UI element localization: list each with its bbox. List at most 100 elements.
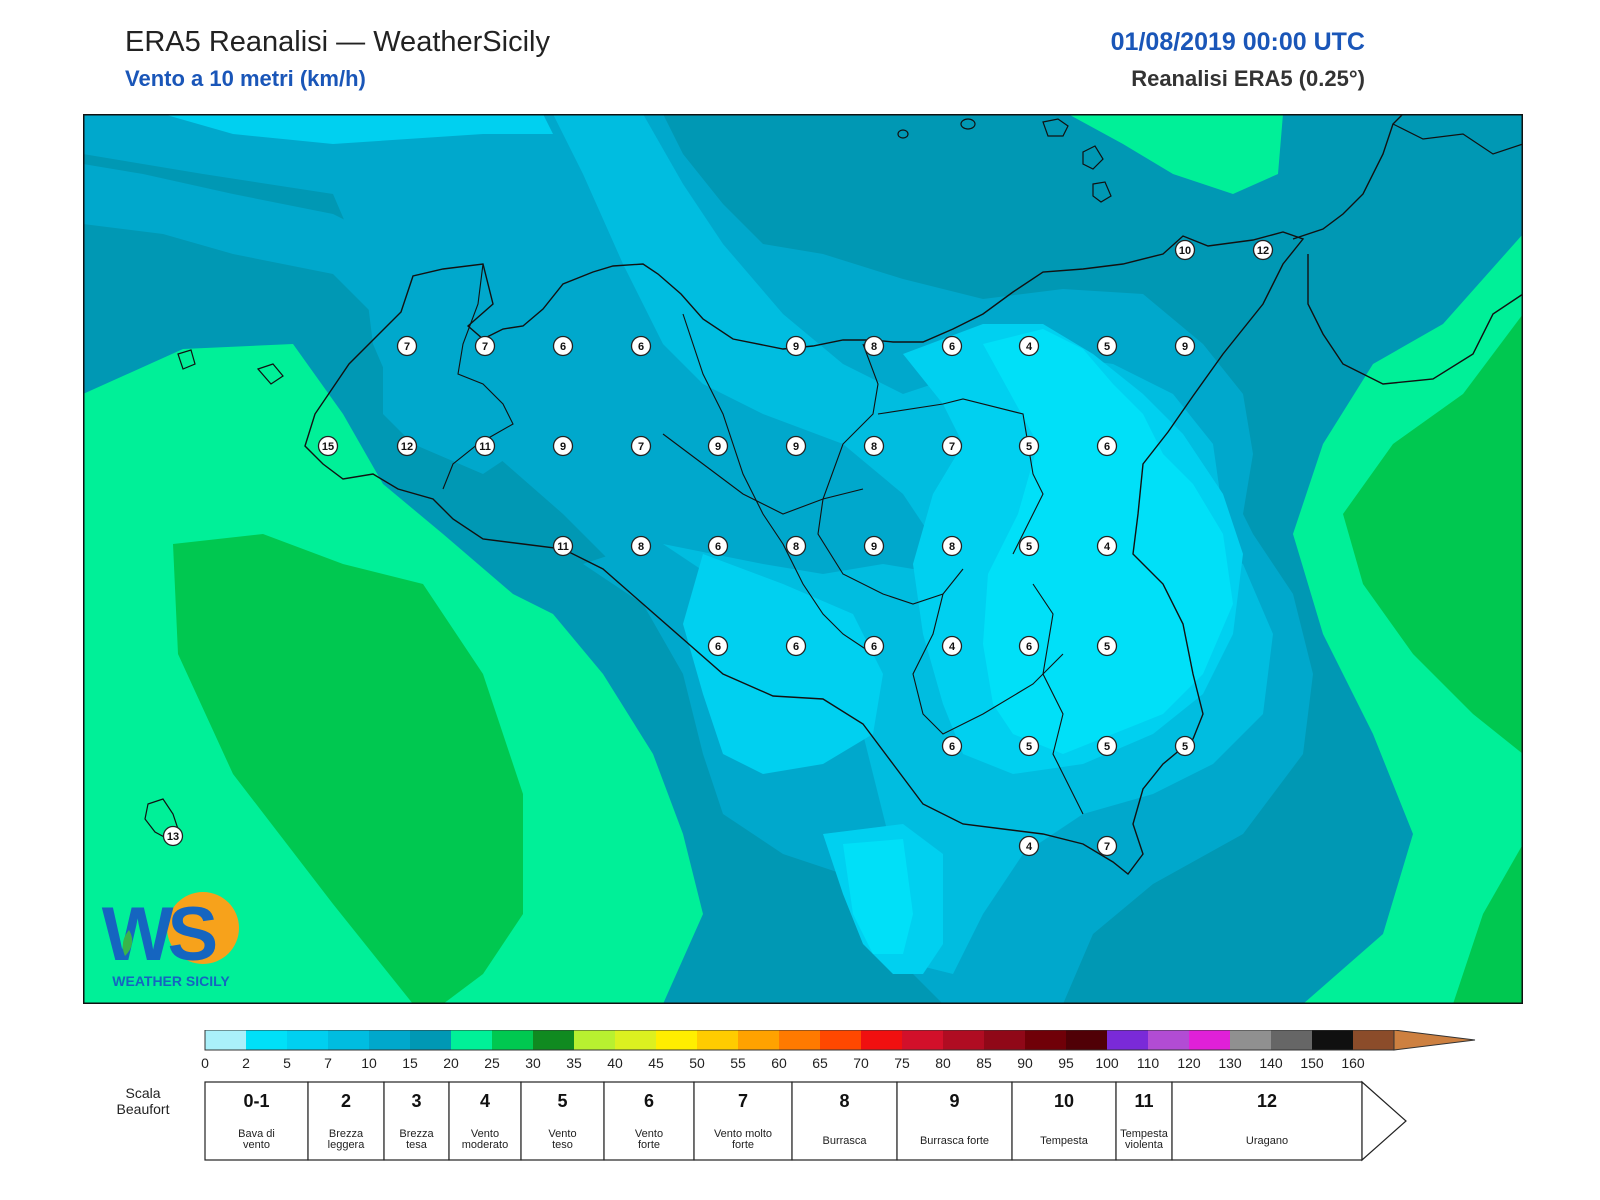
beaufort-grade-box <box>791 1081 898 1161</box>
colorbar-swatch <box>205 1030 246 1050</box>
svg-text:5: 5 <box>1104 741 1110 753</box>
province-border-palermo-agrigento <box>682 313 874 655</box>
logo-mark: WS <box>102 892 216 977</box>
wind-station: 9 <box>552 435 574 457</box>
colorbar-swatch <box>779 1030 820 1050</box>
wind-station: 9 <box>707 435 729 457</box>
beaufort-grade-name: Vento teso <box>548 1128 576 1151</box>
beaufort-grade-number: 5 <box>557 1091 567 1111</box>
wind-station: 6 <box>630 335 652 357</box>
colorbar-swatch <box>369 1030 410 1050</box>
colorbar-swatch <box>902 1030 943 1050</box>
map-subtitle: Vento a 10 metri (km/h) <box>125 66 366 91</box>
svg-text:8: 8 <box>871 341 877 353</box>
wind-station: 6 <box>941 335 963 357</box>
logo-sun-icon <box>167 892 239 964</box>
wind-station: 8 <box>863 335 885 357</box>
wind-station: 5 <box>1096 635 1118 657</box>
wind-station: 5 <box>1018 435 1040 457</box>
colorbar-tick-label: 40 <box>607 1055 623 1071</box>
wind-station: 10 <box>1174 239 1196 261</box>
colorbar-tick-label: 160 <box>1341 1055 1365 1071</box>
colorbar <box>204 1030 1476 1051</box>
svg-text:8: 8 <box>793 541 799 553</box>
colorbar-tick-label: 95 <box>1058 1055 1074 1071</box>
wind-station: 7 <box>630 435 652 457</box>
svg-text:11: 11 <box>479 441 491 453</box>
island-vulcano <box>1092 181 1112 203</box>
beaufort-grade-name: Uragano <box>1246 1135 1288 1147</box>
svg-text:7: 7 <box>638 441 644 453</box>
wind-station: 9 <box>785 335 807 357</box>
map-datetime: 01/08/2019 00:00 UTC <box>1110 28 1365 56</box>
svg-text:7: 7 <box>949 441 955 453</box>
province-border-caltanissetta <box>662 433 864 515</box>
colorbar-tick-label: 70 <box>853 1055 869 1071</box>
beaufort-grade-box <box>520 1081 605 1161</box>
beaufort-label: Scala Beaufort <box>117 1085 170 1117</box>
wind-band-20-25-southeast <box>1453 844 1523 1004</box>
island-favignana <box>256 363 284 385</box>
island-salina <box>1042 118 1069 137</box>
colorbar-tick-label: 110 <box>1137 1055 1160 1071</box>
beaufort-grade-box <box>1171 1081 1363 1161</box>
svg-text:6: 6 <box>793 641 799 653</box>
beaufort-grade-name: Vento moderato <box>462 1128 508 1151</box>
province-border-trapani-palermo <box>442 263 514 490</box>
colorbar-swatch <box>656 1030 697 1050</box>
colorbar-tick-label: 45 <box>648 1055 664 1071</box>
colorbar-tick-label: 80 <box>935 1055 951 1071</box>
colorbar-tick-label: 90 <box>1017 1055 1033 1071</box>
svg-text:8: 8 <box>949 541 955 553</box>
wind-band-2-5-central <box>683 554 883 774</box>
colorbar-tick-label: 100 <box>1095 1055 1119 1071</box>
wind-legend: 0 2 5 7 10 15 20 25 30 35 40 45 50 55 60 65 70 75 80 85 90 95… <box>117 1030 1476 1162</box>
svg-text:5: 5 <box>1026 541 1032 553</box>
wind-station: 5 <box>1174 735 1196 757</box>
colorbar-swatch <box>861 1030 902 1050</box>
beaufort-grade-name: Burrasca forte <box>920 1135 989 1147</box>
beaufort-grade-box <box>307 1081 385 1161</box>
calabria-coastline-east <box>1307 254 1523 385</box>
colorbar-tick-label: 150 <box>1300 1055 1324 1071</box>
beaufort-grade-name: Burrasca <box>822 1135 867 1147</box>
wind-station: 8 <box>630 535 652 557</box>
colorbar-tick-label: 30 <box>525 1055 541 1071</box>
beaufort-grade-number: 8 <box>839 1091 849 1111</box>
svg-text:9: 9 <box>560 441 566 453</box>
wind-station: 5 <box>1018 535 1040 557</box>
wind-station: 7 <box>474 335 496 357</box>
colorbar-ticks: 0 2 5 7 10 15 20 25 30 35 40 45 50 55 60 65 70 75 80 85 90 95… <box>201 1055 1365 1071</box>
beaufort-grade-number: 9 <box>949 1091 959 1111</box>
beaufort-grade-name: Tempesta violenta <box>1120 1128 1169 1151</box>
wind-station: 15 <box>317 435 339 457</box>
colorbar-swatch <box>1312 1030 1353 1050</box>
svg-text:4: 4 <box>949 641 956 653</box>
colorbar-tick-label: 7 <box>324 1055 332 1071</box>
wind-station: 5 <box>1018 735 1040 757</box>
beaufort-grade-box <box>693 1081 793 1161</box>
map-source: Reanalisi ERA5 (0.25°) <box>1131 66 1365 91</box>
beaufort-grade-number: 4 <box>480 1091 490 1111</box>
wind-station: 6 <box>707 635 729 657</box>
province-border-ragusa <box>912 593 1064 735</box>
wind-station: 7 <box>1096 835 1118 857</box>
wind-station: 5 <box>1096 335 1118 357</box>
svg-text:6: 6 <box>715 641 721 653</box>
wind-station: 4 <box>1096 535 1118 557</box>
svg-text:6: 6 <box>1104 441 1110 453</box>
beaufort-grade-number: 3 <box>411 1091 421 1111</box>
beaufort-grade-box <box>383 1081 450 1161</box>
wind-station: 6 <box>552 335 574 357</box>
svg-text:4: 4 <box>1026 341 1033 353</box>
wind-station: 5 <box>1096 735 1118 757</box>
beaufort-scale: 0-1 Bava di vento 2 Brezza leggera 3 Brezza tesa… <box>204 1080 1407 1162</box>
svg-text:13: 13 <box>167 831 179 843</box>
svg-text:7: 7 <box>482 341 488 353</box>
colorbar-tick-label: 25 <box>484 1055 500 1071</box>
beaufort-grade-name: Brezza leggera <box>328 1128 366 1151</box>
beaufort-grade-box <box>448 1081 522 1161</box>
wind-station: 6 <box>1018 635 1040 657</box>
island-alicudi <box>897 129 909 139</box>
sicily-coastline <box>304 231 1305 875</box>
